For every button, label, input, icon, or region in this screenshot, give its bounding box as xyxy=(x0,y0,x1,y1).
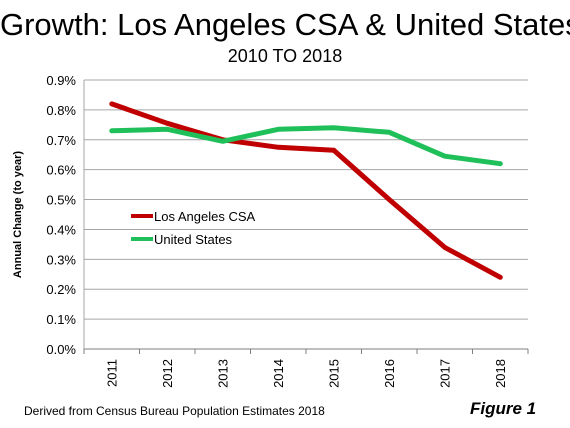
y-tick-label: 0.7% xyxy=(46,133,76,148)
x-tick-label: 2018 xyxy=(493,359,508,388)
x-tick-label: 2016 xyxy=(382,359,397,388)
y-axis-title: Annual Change (to year) xyxy=(12,151,24,278)
y-tick-label: 0.3% xyxy=(46,252,76,267)
series-line xyxy=(109,101,503,280)
x-tick-label: 2013 xyxy=(215,359,230,388)
legend-label: Los Angeles CSA xyxy=(154,209,256,224)
chart-subtitle: 2010 TO 2018 xyxy=(227,46,343,66)
legend-label: United States xyxy=(154,232,233,247)
chart-title: Growth: Los Angeles CSA & United States xyxy=(0,7,570,42)
y-tick-label: 0.9% xyxy=(46,73,76,88)
x-tick-label: 2014 xyxy=(271,359,286,388)
y-tick-label: 0.8% xyxy=(46,103,76,118)
x-tick-label: 2012 xyxy=(160,359,175,388)
x-tick-label: 2015 xyxy=(326,359,341,388)
y-tick-label: 0.0% xyxy=(46,342,76,357)
y-tick-label: 0.2% xyxy=(46,282,76,297)
x-tick-label: 2017 xyxy=(437,359,452,388)
source-note: Derived from Census Bureau Population Es… xyxy=(24,404,325,418)
y-tick-label: 0.4% xyxy=(46,222,76,237)
series-line xyxy=(109,125,503,167)
x-tick-label: 2011 xyxy=(104,359,119,387)
y-tick-label: 0.5% xyxy=(46,193,76,208)
y-tick-label: 0.1% xyxy=(46,312,76,327)
y-tick-label: 0.6% xyxy=(46,163,76,178)
figure-label: Figure 1 xyxy=(470,399,537,418)
